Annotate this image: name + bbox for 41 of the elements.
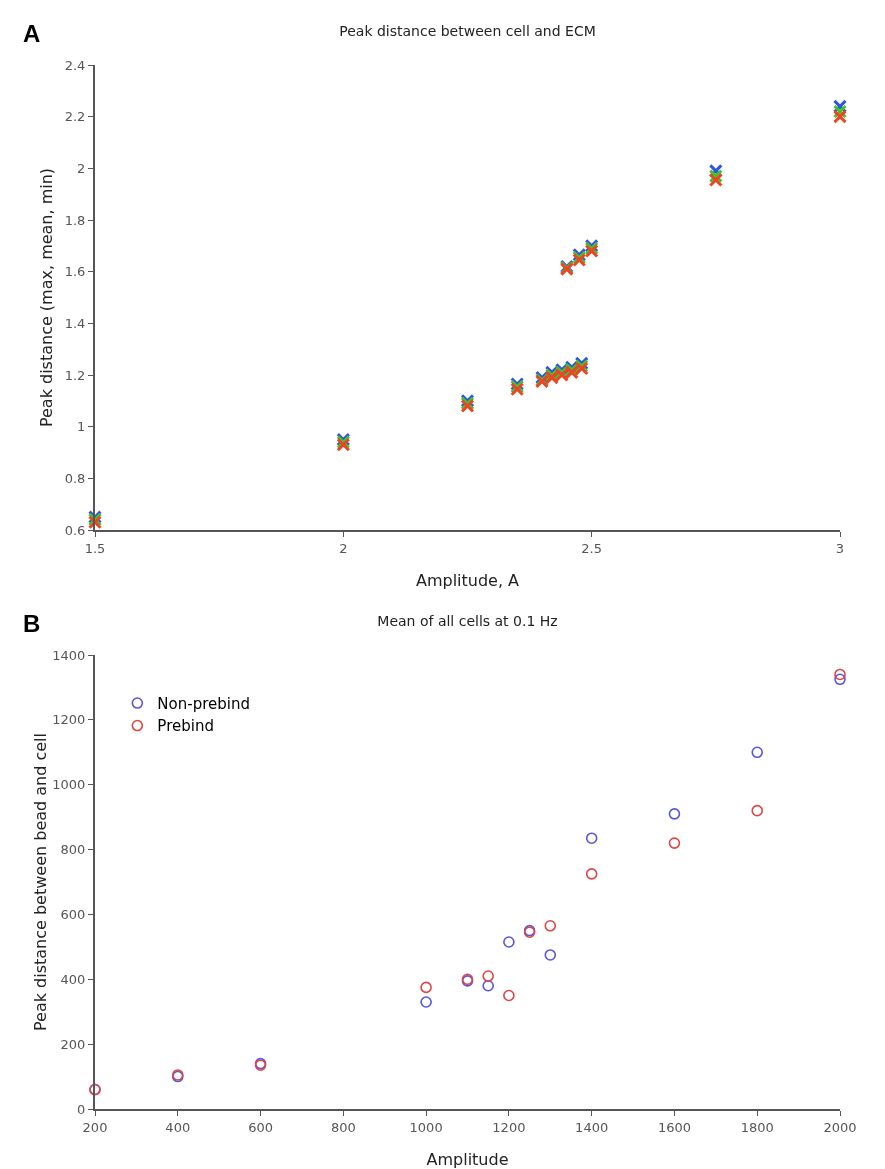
x-axis-title: Amplitude, A <box>415 571 520 590</box>
x-tick-label: 600 <box>248 1119 273 1135</box>
y-tick-label: 0 <box>77 1101 86 1117</box>
y-tick-label: 400 <box>60 971 86 987</box>
legend-label: Prebind <box>157 717 214 736</box>
legend-label: Non-prebind <box>157 694 250 713</box>
x-tick-label: 1000 <box>409 1119 443 1135</box>
x-tick-label: 1800 <box>740 1119 774 1135</box>
x-tick-label: 2000 <box>823 1119 857 1135</box>
x-tick-label: 1.5 <box>84 540 106 556</box>
x-tick-label: 800 <box>330 1119 356 1135</box>
y-tick-label: 0.8 <box>64 470 86 486</box>
y-tick-label: 2.2 <box>64 109 86 125</box>
y-tick-label: 2.4 <box>64 57 86 73</box>
y-tick-label: 1.8 <box>64 212 86 228</box>
y-tick-label: 200 <box>60 1036 86 1052</box>
y-tick-label: 1.6 <box>64 264 86 280</box>
x-tick-label: 2 <box>339 540 348 556</box>
y-tick-label: 800 <box>60 842 86 858</box>
x-tick-label: 1400 <box>575 1119 609 1135</box>
y-tick-label: 1400 <box>52 647 86 663</box>
chart-title: Mean of all cells at 0.1 Hz <box>377 612 558 629</box>
y-tick-label: 0.6 <box>64 522 86 538</box>
x-tick-label: 2.5 <box>581 540 603 556</box>
y-axis-title: Peak distance (max, mean, min) <box>37 167 56 428</box>
x-tick-label: 1600 <box>657 1119 691 1135</box>
y-tick-label: 600 <box>60 906 86 922</box>
text: B <box>23 610 41 637</box>
y-tick-label: 1.4 <box>64 315 86 331</box>
x-tick-label: 3 <box>835 540 845 556</box>
y-tick-label: 1.2 <box>64 367 86 383</box>
x-tick-label: 400 <box>165 1119 191 1135</box>
y-axis-title: Peak distance between bead and cell <box>31 733 51 1031</box>
y-tick-label: 1 <box>77 419 86 435</box>
x-tick-label: 1200 <box>492 1119 526 1135</box>
y-tick-label: 2 <box>77 160 86 176</box>
y-tick-label: 1200 <box>52 712 86 728</box>
y-tick-label: 1000 <box>52 777 86 793</box>
text: A <box>23 20 41 47</box>
x-axis-title: Amplitude <box>426 1150 509 1169</box>
chart-title: Peak distance between cell and ECM <box>339 23 596 40</box>
